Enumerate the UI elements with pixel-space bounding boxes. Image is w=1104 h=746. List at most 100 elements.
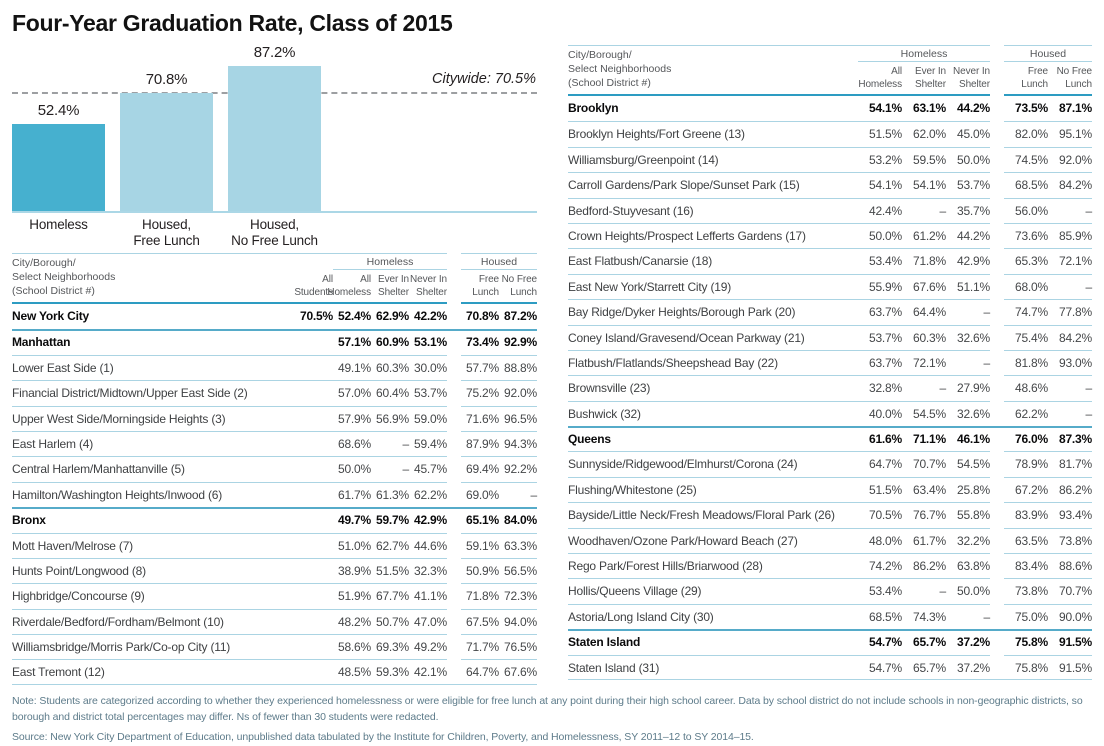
- value-cell: 42.4%: [858, 197, 902, 223]
- corner-label: City/Borough/ Select Neighborhoods (Scho…: [12, 253, 295, 304]
- value-cell: 76.7%: [902, 502, 946, 527]
- table-row: Williamsbridge/Morris Park/Co-op City (1…: [12, 634, 537, 659]
- group-label-housed: Housed: [1004, 45, 1092, 62]
- value-cell: 73.4%: [461, 329, 499, 354]
- table-row: East Tremont (12) 48.5% 59.3% 42.1% 64.7% 67.…: [12, 659, 537, 685]
- row-gap-cell: [447, 634, 461, 659]
- row-name-cell: East New York/Starrett City (19): [568, 273, 858, 299]
- value-cell: 91.5%: [1048, 629, 1092, 654]
- value-cell: 54.7%: [858, 629, 902, 654]
- table-row: East Harlem (4) 68.6% –59.4% 87.9% 94.3%: [12, 430, 537, 456]
- value-cell: 85.9%: [1048, 222, 1092, 248]
- table-row: Staten Island 54.7% 65.7% 37.2% 75.8% 91.5%: [568, 629, 1092, 654]
- value-cell: 74.5%: [1004, 146, 1048, 172]
- value-cell: –: [1048, 400, 1092, 426]
- table-row: Staten Island (31) 54.7% 65.7% 37.2% 75.8% 91…: [568, 654, 1092, 680]
- row-name-cell: Rego Park/Forest Hills/Briarwood (28): [568, 553, 858, 578]
- value-cell: 88.8%: [499, 354, 537, 380]
- row-gap-cell: [447, 355, 461, 380]
- table-row: Flushing/Whitestone (25) 51.5% 63.4% 25.8% 6…: [568, 476, 1092, 502]
- row-name-cell: East Flatbush/Canarsie (18): [568, 248, 858, 273]
- value-cell: 86.2%: [902, 553, 946, 578]
- value-cell: 87.1%: [1058, 101, 1092, 115]
- value-cell: [295, 608, 333, 634]
- row-gap-cell: [447, 659, 461, 685]
- value-cell: 94.0%: [499, 608, 537, 634]
- value-cell: 77.8%: [1048, 299, 1092, 324]
- value-cell: 71.1%: [902, 426, 946, 451]
- value-cell: 84.2%: [1048, 172, 1092, 197]
- value-cell: 53.7%: [409, 380, 447, 405]
- value-cell: 32.6%: [946, 400, 990, 426]
- value-cell: 73.8%: [1004, 578, 1048, 603]
- x-axis-category-label: Homeless: [29, 217, 88, 232]
- table-row: Bushwick (32) 40.0% 54.5% 32.6% 62.2% –: [568, 400, 1092, 426]
- table-row: Brooklyn 54.1% 63.1% 44.2% 73.5% 87.1%: [568, 96, 1092, 121]
- value-cell: 74.7%: [1004, 299, 1048, 324]
- value-cell: 53.7%: [946, 172, 990, 197]
- value-cell: 62.2%: [409, 481, 447, 507]
- value-cell: 87.2%: [503, 309, 537, 323]
- row-gap-cell: [990, 248, 1004, 273]
- value-cell: 44.2%: [956, 101, 990, 115]
- value-cell: 92.0%: [1048, 146, 1092, 172]
- left-column: Citywide: 70.5% 52.4% 70.8% 87.2% Homeless…: [12, 44, 537, 685]
- value-cell: 82.0%: [1004, 121, 1048, 146]
- row-name-cell: Woodhaven/Ozone Park/Howard Beach (27): [568, 527, 858, 553]
- row-name-cell: Highbridge/Concourse (9): [12, 583, 295, 608]
- value-cell: 73.8%: [1048, 527, 1092, 553]
- value-cell: 87.3%: [1048, 426, 1092, 451]
- row-name-cell: Bay Ridge/Dyker Heights/Borough Park (20…: [568, 299, 858, 324]
- value-cell: –: [946, 299, 990, 324]
- value-cell: 47.0%: [409, 608, 447, 634]
- row-name-cell: Central Harlem/Manhattanville (5): [12, 456, 295, 481]
- value-cell: [295, 430, 333, 456]
- row-gap-cell: [990, 299, 1004, 324]
- value-cell: 51.5%: [371, 557, 409, 583]
- value-cell: 69.3%: [371, 634, 409, 659]
- column-header: All Homeless: [858, 62, 902, 96]
- value-cell: 90.0%: [1048, 603, 1092, 629]
- value-cell: [295, 456, 333, 481]
- value-cell: 48.5%: [333, 659, 371, 685]
- value-cell: 54.1%: [902, 172, 946, 197]
- value-cell: 32.2%: [946, 527, 990, 553]
- value-cell: [295, 532, 333, 558]
- value-cell: 64.7%: [858, 451, 902, 476]
- value-cell: 83.4%: [1004, 553, 1048, 578]
- value-cell: 60.9%: [371, 329, 409, 354]
- value-cell: 56.9%: [371, 405, 409, 431]
- value-cell: 75.8%: [1004, 629, 1048, 654]
- value-cell: 70.7%: [902, 451, 946, 476]
- column-header: Ever In Shelter: [902, 62, 946, 96]
- column-header: All Homeless: [327, 270, 371, 304]
- value-cell: 71.7%: [461, 634, 499, 659]
- group-spacer-heading: [295, 253, 333, 270]
- row-name-cell: Bronx: [12, 507, 295, 532]
- value-cell: –: [1048, 375, 1092, 400]
- page-title: Four-Year Graduation Rate, Class of 2015: [12, 10, 453, 36]
- value-cell: 27.9%: [946, 375, 990, 400]
- value-cell: 55.8%: [946, 502, 990, 527]
- value-cell: 56.0%: [1004, 197, 1048, 223]
- value-cell: 72.3%: [499, 583, 537, 608]
- value-cell: 81.8%: [1004, 349, 1048, 375]
- value-cell: 63.4%: [902, 476, 946, 502]
- value-cell: 68.5%: [858, 603, 902, 629]
- chart-plot-area: Citywide: 70.5% 52.4% 70.8% 87.2%: [12, 44, 537, 211]
- citywide-reference-label: Citywide: 70.5%: [432, 71, 536, 87]
- row-gap-cell: [447, 507, 461, 532]
- column-header: Free Lunch: [461, 270, 499, 304]
- value-cell: 65.1%: [461, 507, 499, 532]
- value-cell: 95.1%: [1048, 121, 1092, 146]
- row-name-cell: Carroll Gardens/Park Slope/Sunset Park (…: [568, 172, 858, 197]
- value-cell: 81.7%: [1048, 451, 1092, 476]
- table-manhattan-bronx: City/Borough/ Select Neighborhoods (Scho…: [12, 253, 537, 685]
- bar-homeless: [12, 124, 105, 211]
- row-name-cell: Williamsburg/Greenpoint (14): [568, 146, 858, 172]
- value-cell: 87.9%: [461, 430, 499, 456]
- row-name-cell: Sunnyside/Ridgewood/Elmhurst/Corona (24): [568, 451, 858, 476]
- value-cell: 51.9%: [333, 583, 371, 608]
- value-cell: 67.7%: [371, 583, 409, 608]
- value-cell: 69.0%: [461, 481, 499, 507]
